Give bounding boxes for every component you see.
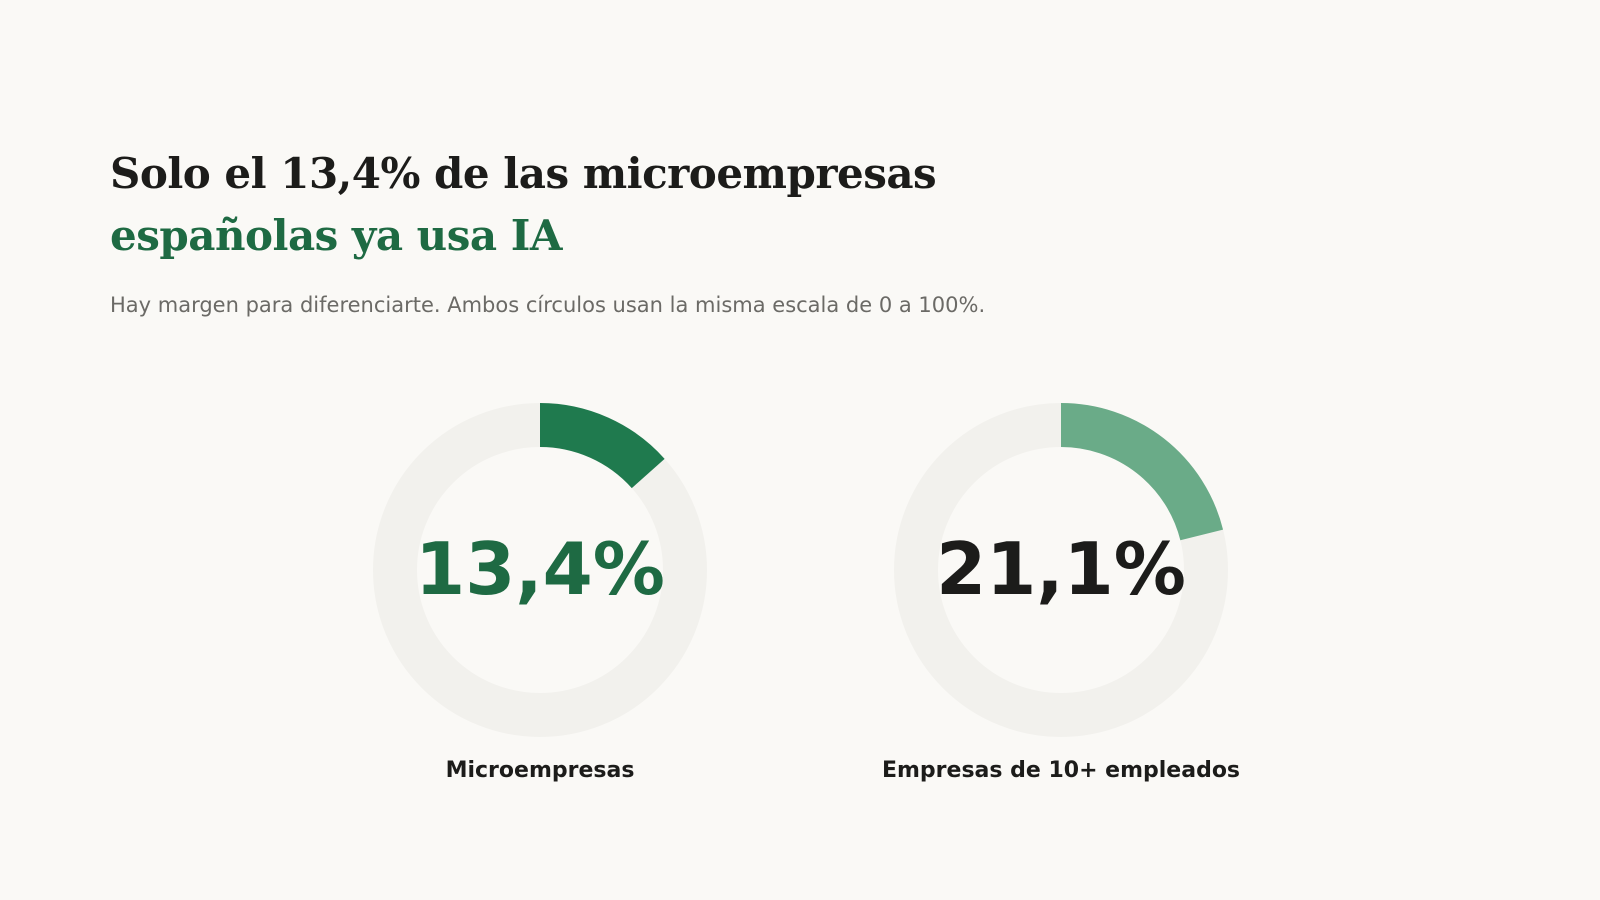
donut-empresas-10-plus: 21,1% Empresas de 10+ empleados [882, 403, 1240, 783]
page-title: Solo el 13,4% de las microempresas españ… [110, 143, 937, 267]
donut-microempresas: 13,4% Microempresas [373, 403, 707, 783]
title-line-1: Solo el 13,4% de las microempresas [110, 149, 937, 198]
value-label-empresas-10-plus: 21,1% [936, 527, 1186, 611]
category-label-microempresas: Microempresas [446, 758, 635, 783]
value-label-microempresas: 13,4% [415, 527, 665, 611]
donut-arc-microempresas [373, 403, 707, 737]
title-line-2: españolas ya usa IA [110, 211, 562, 260]
subtitle: Hay margen para diferenciarte. Ambos cír… [110, 293, 986, 317]
category-label-empresas-10-plus: Empresas de 10+ empleados [882, 758, 1240, 783]
donut-arc-empresas-10-plus [894, 403, 1228, 737]
